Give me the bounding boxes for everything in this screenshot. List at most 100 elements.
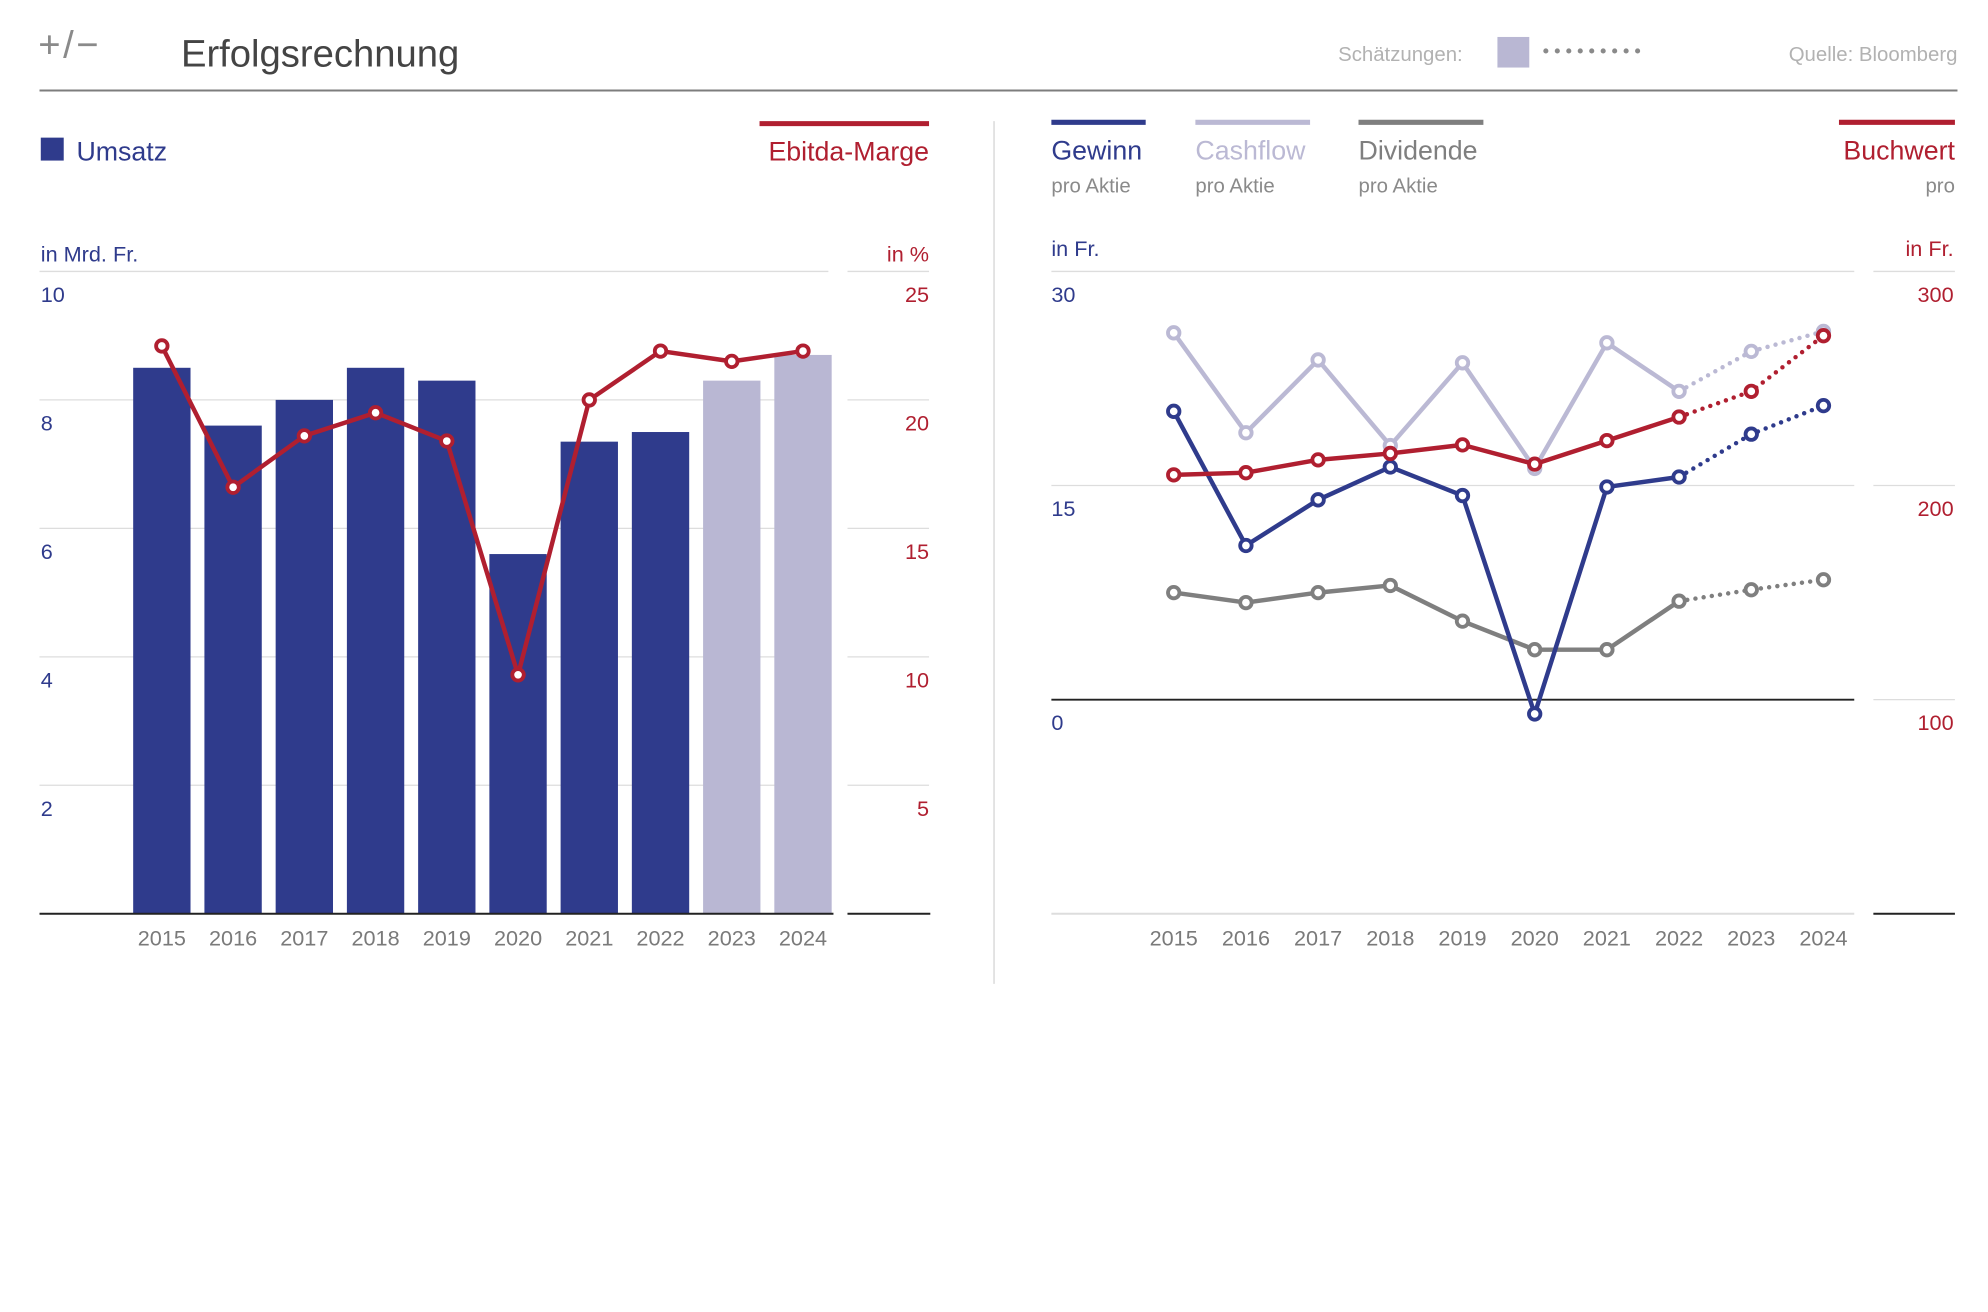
x-tick-label: 2021 <box>565 926 613 951</box>
point-dividende <box>1671 593 1687 609</box>
bar-umsatz <box>275 399 334 914</box>
point-ebitda-marge <box>439 433 455 449</box>
bar-umsatz <box>133 367 191 914</box>
bar-umsatz <box>703 380 761 914</box>
right-chart-x-tick-label: 2024 <box>1799 926 1847 951</box>
line-cashflow-estimate <box>1676 329 1826 394</box>
point-gewinn <box>1166 403 1182 419</box>
left-tick-label: 4 <box>41 667 53 692</box>
right-chart-left-tick-label: 0 <box>1051 710 1063 735</box>
point-buchwert <box>1743 383 1759 399</box>
right-axis-title: in % <box>887 241 929 266</box>
point-cashflow <box>1671 383 1687 399</box>
logo: +/− <box>38 23 101 66</box>
bar-umsatz <box>631 432 690 914</box>
point-gewinn <box>1238 537 1254 554</box>
right-chart-right-axis-title: in Fr. <box>1906 236 1954 261</box>
point-buchwert <box>1599 432 1615 449</box>
point-dividende <box>1743 582 1759 598</box>
bar-umsatz <box>204 425 262 914</box>
left-tick-label: 8 <box>41 410 53 435</box>
point-buchwert <box>1166 467 1182 483</box>
right-chart-right-tick-label: 100 <box>1918 710 1954 735</box>
legend-label-cashflow: Cashflow <box>1195 135 1306 165</box>
right-tick-label: 5 <box>917 796 929 821</box>
legend-swatch-umsatz <box>40 137 64 161</box>
right-chart-x-tick-label: 2015 <box>1150 926 1198 951</box>
x-tick-label: 2016 <box>209 926 257 951</box>
right-chart-right-tick-label: 300 <box>1918 282 1954 307</box>
point-ebitda-marge <box>581 392 597 408</box>
left-tick-label: 6 <box>41 539 53 564</box>
legend-label-buchwert: Buchwert <box>1843 135 1955 165</box>
right-tick-label: 25 <box>905 282 929 307</box>
right-chart-x-tick-label: 2017 <box>1294 926 1342 951</box>
left-tick-label: 10 <box>41 282 65 307</box>
x-tick-label: 2023 <box>708 926 756 951</box>
point-ebitda-marge <box>652 343 669 359</box>
legend-sublabel-buchwert: pro <box>1925 175 1954 197</box>
point-ebitda-marge <box>296 428 312 444</box>
line-cashflow <box>1171 331 1681 471</box>
right-chart-x-tick-label: 2020 <box>1511 926 1559 951</box>
left-tick-label: 2 <box>41 796 53 821</box>
point-cashflow <box>1743 343 1759 360</box>
line-buchwert <box>1173 414 1680 478</box>
point-buchwert <box>1671 409 1687 425</box>
point-ebitda-marge <box>724 353 740 370</box>
right-tick-label: 10 <box>905 667 929 692</box>
point-buchwert <box>1454 437 1471 453</box>
point-cashflow <box>1310 352 1326 368</box>
point-dividende <box>1310 584 1326 601</box>
point-cashflow <box>1166 325 1182 341</box>
point-gewinn <box>1743 426 1759 442</box>
page-title: Erfolgsrechnung <box>181 32 459 75</box>
point-cashflow <box>1599 335 1615 351</box>
point-ebitda-marge <box>795 343 811 359</box>
legend-label-gewinn: Gewinn <box>1051 135 1142 165</box>
line-ebitda-marge <box>159 344 804 678</box>
bar-umsatz <box>418 380 476 914</box>
x-tick-label: 2017 <box>280 926 328 951</box>
point-gewinn <box>1815 397 1832 414</box>
point-dividende <box>1599 642 1615 658</box>
right-chart-left-tick-label: 15 <box>1051 496 1075 521</box>
x-tick-label: 2018 <box>351 926 399 951</box>
legend-label-ebitda: Ebitda-Marge <box>768 137 929 167</box>
legend-sublabel-cashflow: pro Aktie <box>1195 175 1274 197</box>
point-dividende <box>1454 613 1471 629</box>
right-tick-label: 15 <box>905 539 929 564</box>
left-axis-title: in Mrd. Fr. <box>41 241 138 266</box>
right-chart-left-axis-title: in Fr. <box>1051 236 1099 261</box>
point-buchwert <box>1382 445 1398 462</box>
point-cashflow <box>1454 355 1471 371</box>
source-label: Quelle: Bloomberg <box>1789 44 1958 66</box>
x-tick-label: 2022 <box>636 926 684 951</box>
line-dividende <box>1173 583 1681 652</box>
estimates-bar-swatch <box>1497 36 1530 68</box>
right-chart-right-tick-label: 200 <box>1918 496 1954 521</box>
point-gewinn <box>1382 459 1398 475</box>
point-gewinn <box>1527 706 1543 722</box>
right-chart-x-tick-label: 2023 <box>1727 926 1775 951</box>
point-ebitda-marge <box>510 667 526 683</box>
right-chart-left-tick-label: 30 <box>1051 282 1075 307</box>
point-dividende <box>1815 572 1832 588</box>
point-gewinn <box>1671 469 1687 485</box>
point-ebitda-marge <box>225 479 241 495</box>
legend-sublabel-dividende: pro Aktie <box>1359 175 1438 197</box>
x-tick-label: 2024 <box>779 926 827 951</box>
point-ebitda-marge <box>367 405 384 421</box>
point-buchwert <box>1238 465 1254 481</box>
bar-umsatz <box>346 367 405 914</box>
point-gewinn <box>1454 487 1471 504</box>
right-chart-x-tick-label: 2019 <box>1438 926 1486 951</box>
point-dividende <box>1382 577 1398 594</box>
right-chart-x-tick-label: 2021 <box>1583 926 1631 951</box>
x-tick-label: 2020 <box>494 926 542 951</box>
x-tick-label: 2015 <box>138 926 186 951</box>
point-cashflow <box>1238 425 1254 441</box>
point-ebitda-marge <box>154 338 170 354</box>
